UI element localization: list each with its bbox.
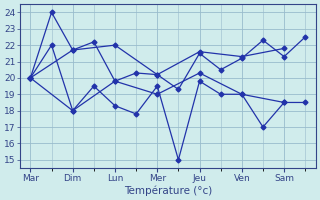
X-axis label: Température (°c): Température (°c)	[124, 185, 212, 196]
